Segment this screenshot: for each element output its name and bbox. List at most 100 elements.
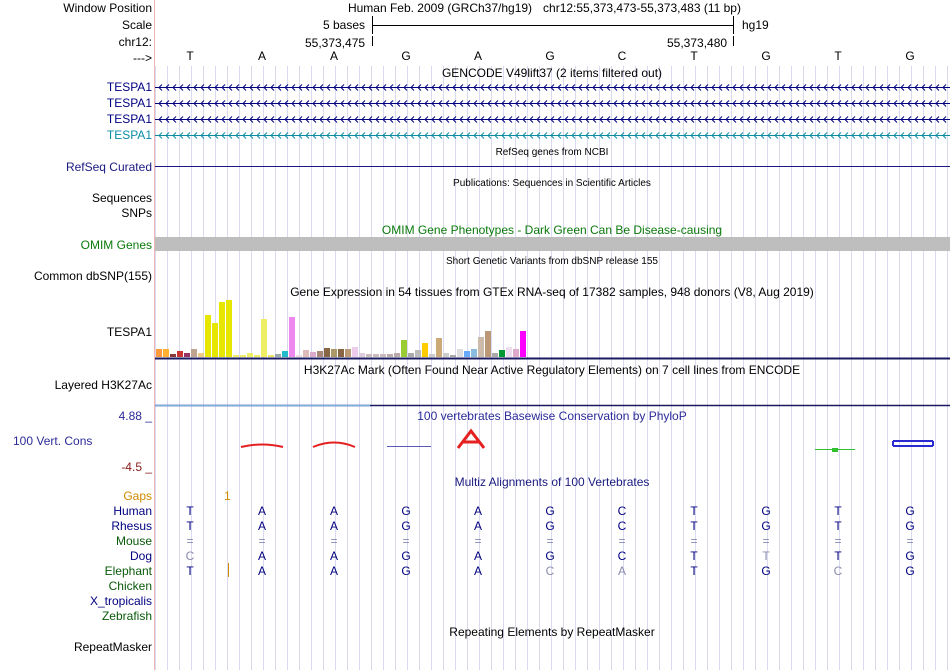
window-position-label: Window Position: [63, 1, 152, 15]
gtex-bar: [303, 350, 309, 357]
base-letter: C: [617, 49, 627, 63]
refseq-track-label[interactable]: RefSeq Curated: [65, 160, 152, 174]
alignment-base: T: [690, 519, 698, 533]
gtex-bar: [184, 353, 190, 357]
alignment-base: G: [761, 519, 771, 533]
gtex-bar: [233, 355, 239, 357]
dbsnp-track-title: Short Genetic Variants from dbSNP releas…: [446, 256, 658, 267]
gtex-bar: [170, 354, 176, 357]
cons-glyph-g-large: [892, 440, 934, 447]
alignment-base: =: [762, 534, 770, 548]
gtex-bar: [282, 351, 288, 357]
species-label[interactable]: Human: [113, 504, 152, 518]
alignment-base: A: [257, 549, 267, 563]
sequences-track-label[interactable]: Sequences: [91, 191, 152, 205]
track-labels-column: Window Position Scale chr12: ---> TESPA1…: [0, 0, 154, 670]
refseq-track-title: RefSeq genes from NCBI: [495, 147, 609, 158]
cons-track-label[interactable]: 100 Vert. Cons: [13, 434, 93, 448]
alignment-base: G: [905, 549, 915, 563]
h3k27ac-track-label[interactable]: Layered H3K27Ac: [54, 378, 152, 392]
alignment-base: A: [617, 564, 627, 578]
base-letter: G: [905, 49, 915, 63]
gencode-item-label[interactable]: TESPA1: [106, 112, 152, 126]
alignment-base: G: [761, 564, 771, 578]
alignment-base: G: [905, 519, 915, 533]
gtex-bar: [177, 351, 183, 357]
publications-track-title: Publications: Sequences in Scientific Ar…: [453, 178, 651, 189]
gtex-bar: [422, 343, 428, 357]
alignment-base: G: [545, 549, 555, 563]
gtex-bar: [457, 349, 463, 357]
species-label[interactable]: Mouse: [115, 534, 152, 548]
cons-glyph-a: [312, 441, 356, 448]
gencode-strand-arrows: [158, 100, 947, 107]
scale-text: 5 bases: [323, 18, 366, 32]
gtex-bar: [436, 338, 442, 357]
alignment-base: A: [329, 549, 339, 563]
gtex-bar: [261, 319, 267, 357]
snps-track-label[interactable]: SNPs: [121, 206, 152, 220]
gtex-bar: [408, 353, 414, 357]
gtex-bar: [429, 354, 435, 357]
cons-track-title: 100 vertebrates Basewise Conservation by…: [417, 409, 687, 423]
alignment-base: G: [545, 519, 555, 533]
alignment-base: =: [186, 534, 194, 548]
alignment-base: A: [473, 549, 483, 563]
gencode-strand-arrows: [158, 116, 947, 123]
gtex-bar: [394, 353, 400, 357]
base-letter: A: [257, 49, 267, 63]
omim-track-title: OMIM Gene Phenotypes - Dark Green Can Be…: [381, 223, 723, 237]
coord-left: 55,373,475: [305, 36, 366, 50]
alignment-base: T: [762, 549, 770, 563]
gtex-bar: [275, 354, 281, 357]
gencode-item-label[interactable]: TESPA1: [106, 96, 152, 110]
gencode-item-label[interactable]: TESPA1: [106, 80, 152, 94]
gtex-track-label[interactable]: TESPA1: [106, 325, 152, 339]
species-label[interactable]: Rhesus: [111, 519, 152, 533]
gtex-bar: [205, 315, 211, 357]
species-label[interactable]: Dog: [129, 549, 152, 563]
species-label[interactable]: Zebrafish: [101, 609, 152, 623]
gtex-bar: [359, 353, 365, 357]
alignment-base: T: [690, 564, 698, 578]
omim-track-label[interactable]: OMIM Genes: [80, 238, 152, 252]
alignment-base: C: [833, 564, 843, 578]
base-grid: [155, 16, 950, 670]
alignment-base: T: [690, 549, 698, 563]
cons-glyph-t-mark: [832, 448, 838, 452]
gtex-bar: [296, 355, 302, 357]
chrom-label: chr12:: [118, 35, 152, 49]
gtex-bar: [338, 349, 344, 357]
alignment-base: A: [329, 564, 339, 578]
alignment-base: A: [257, 564, 267, 578]
alignment-base: G: [401, 564, 411, 578]
dbsnp-track-label[interactable]: Common dbSNP(155): [33, 269, 152, 283]
repeatmasker-track-label[interactable]: RepeatMasker: [73, 640, 152, 654]
species-label[interactable]: X_tropicalis: [89, 594, 152, 608]
gtex-bar: [254, 355, 260, 357]
gencode-strand-arrows: [158, 132, 947, 139]
gtex-bar: [198, 353, 204, 357]
base-letter: T: [186, 49, 194, 63]
gtex-bar: [492, 353, 498, 357]
alignment-base: T: [834, 549, 842, 563]
gtex-bar: [485, 331, 491, 357]
gaps-label: Gaps: [123, 489, 152, 503]
alignment-base: G: [401, 504, 411, 518]
species-label[interactable]: Chicken: [108, 579, 152, 593]
gencode-item-label[interactable]: TESPA1: [106, 128, 152, 142]
gtex-bar: [156, 349, 162, 357]
alignment-base: A: [329, 519, 339, 533]
alignment-base: G: [905, 504, 915, 518]
alignment-base: C: [617, 549, 627, 563]
base-letter: G: [545, 49, 555, 63]
alignment-base: G: [401, 519, 411, 533]
gtex-bar: [450, 355, 456, 357]
alignment-base: G: [401, 549, 411, 563]
track-area[interactable]: Human Feb. 2009 (GRCh37/hg19) chr12:55,3…: [155, 0, 950, 670]
gtex-bar: [380, 354, 386, 357]
gtex-bar: [506, 347, 512, 357]
gtex-bar: [366, 354, 372, 357]
species-label[interactable]: Elephant: [104, 564, 152, 578]
alignment-base: A: [257, 504, 267, 518]
